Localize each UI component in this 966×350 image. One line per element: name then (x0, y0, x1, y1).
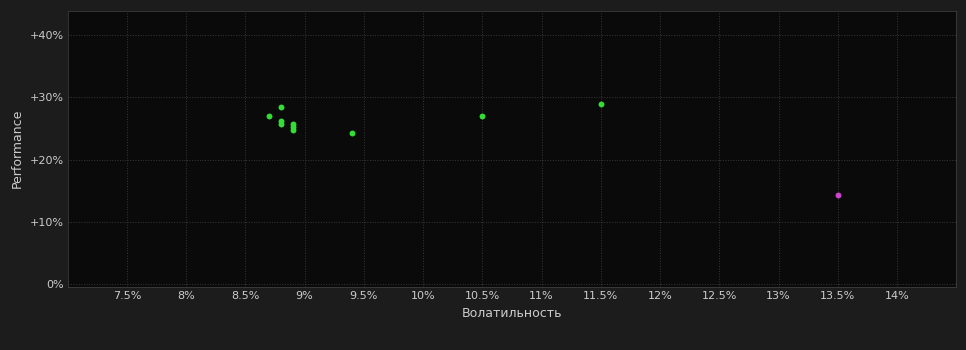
Point (593, 101, 609, 106)
X-axis label: Волатильность: Волатильность (462, 307, 562, 320)
Point (285, 121, 300, 127)
Point (273, 118, 289, 124)
Point (273, 121, 289, 126)
Point (285, 128, 300, 133)
Point (262, 113, 277, 119)
Point (273, 104, 289, 110)
Y-axis label: Performance: Performance (11, 109, 24, 188)
Point (344, 130, 359, 136)
Point (474, 113, 490, 119)
Point (285, 125, 300, 130)
Point (830, 192, 845, 198)
